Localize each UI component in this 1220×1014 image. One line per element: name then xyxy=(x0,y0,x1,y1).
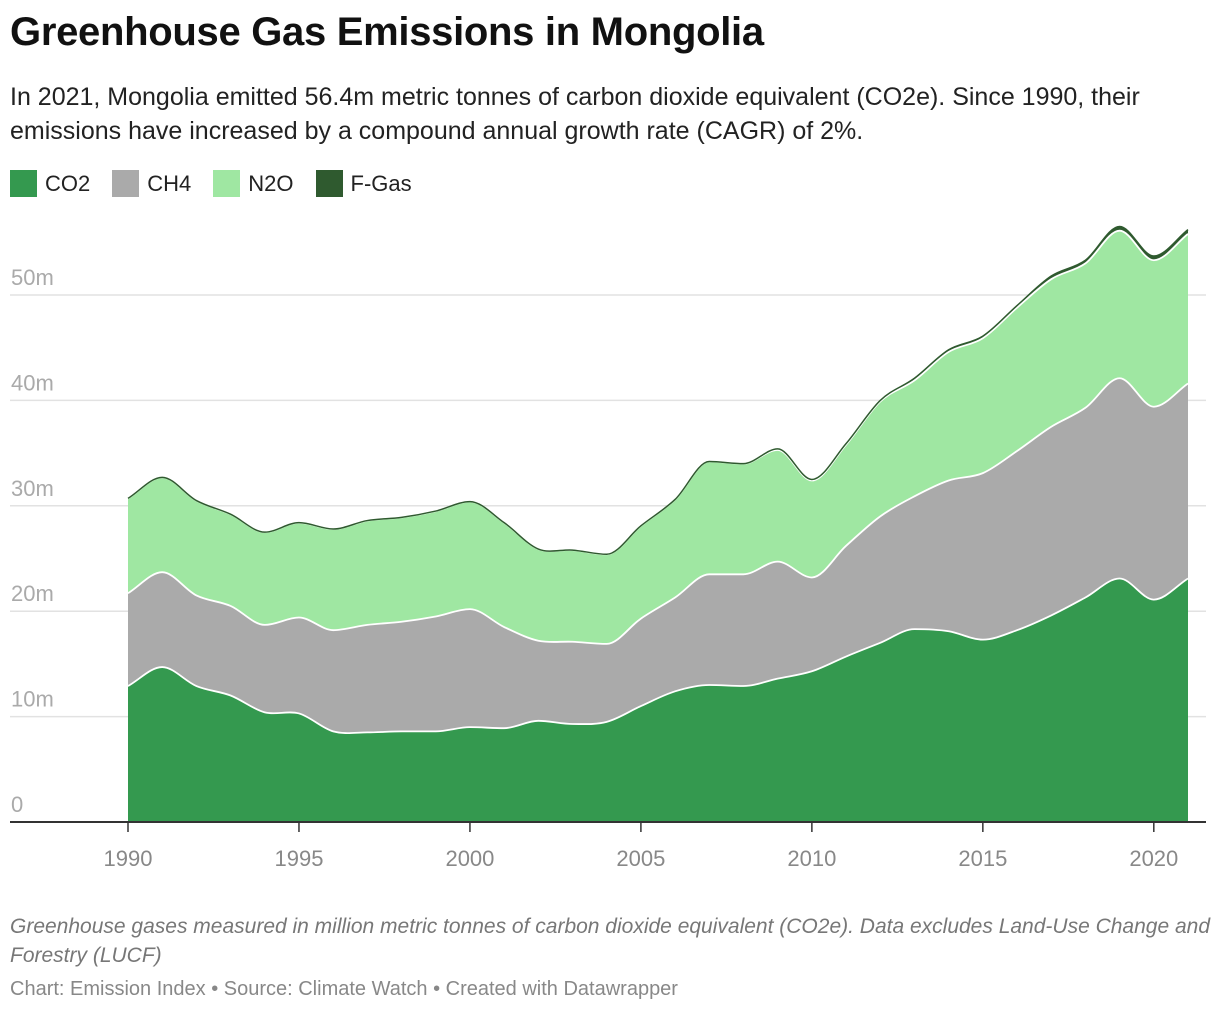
chart-title: Greenhouse Gas Emissions in Mongolia xyxy=(10,10,764,54)
x-tick-label-1995: 1995 xyxy=(274,846,323,871)
chart-subtitle: In 2021, Mongolia emitted 56.4m metric t… xyxy=(10,83,1140,145)
legend-item-co2: CO2 xyxy=(10,170,90,197)
legend-item-n2o: N2O xyxy=(213,170,294,197)
legend-label-ch4: CH4 xyxy=(147,170,192,196)
area-edge-fgas xyxy=(127,225,1189,556)
area-co2 xyxy=(128,578,1188,822)
area-edge-co2 xyxy=(127,577,1189,734)
legend-item-fgas: F-Gas xyxy=(315,170,412,197)
x-tick-label-1990: 1990 xyxy=(104,846,153,871)
stacked-areas xyxy=(127,225,1189,823)
chart-footnote: Greenhouse gases measured in million met… xyxy=(10,915,1211,967)
legend-item-ch4: CH4 xyxy=(112,170,191,197)
x-tick-label-2015: 2015 xyxy=(958,846,1007,871)
legend-label-co2: CO2 xyxy=(45,170,91,196)
legend: CO2 CH4 N2O F-Gas xyxy=(10,170,434,197)
legend-label-fgas: F-Gas xyxy=(350,170,412,196)
y-tick-label-50: 50m xyxy=(11,265,54,290)
y-tick-label-10: 10m xyxy=(11,687,54,712)
axes: 0 10m 20m 30m 40m 50m 1990 1995 2000 2005 2010 2015… xyxy=(10,265,1206,871)
legend-swatch-n2o xyxy=(213,170,241,197)
legend-swatch-co2 xyxy=(10,170,37,197)
y-tick-label-0: 0 xyxy=(11,792,23,817)
x-tick-label-2020: 2020 xyxy=(1129,846,1178,871)
x-tick-label-2005: 2005 xyxy=(616,846,665,871)
y-tick-label-20: 20m xyxy=(11,581,54,606)
y-tick-label-40: 40m xyxy=(11,370,54,395)
x-tick-label-2010: 2010 xyxy=(787,846,836,871)
legend-swatch-fgas xyxy=(315,170,343,197)
legend-swatch-ch4 xyxy=(112,170,140,197)
y-tick-label-30: 30m xyxy=(11,476,54,501)
legend-label-n2o: N2O xyxy=(248,170,294,196)
chart-credits: Chart: Emission Index • Source: Climate … xyxy=(10,978,678,1000)
area-edge-ch4 xyxy=(127,377,1189,645)
x-tick-label-2000: 2000 xyxy=(445,846,494,871)
